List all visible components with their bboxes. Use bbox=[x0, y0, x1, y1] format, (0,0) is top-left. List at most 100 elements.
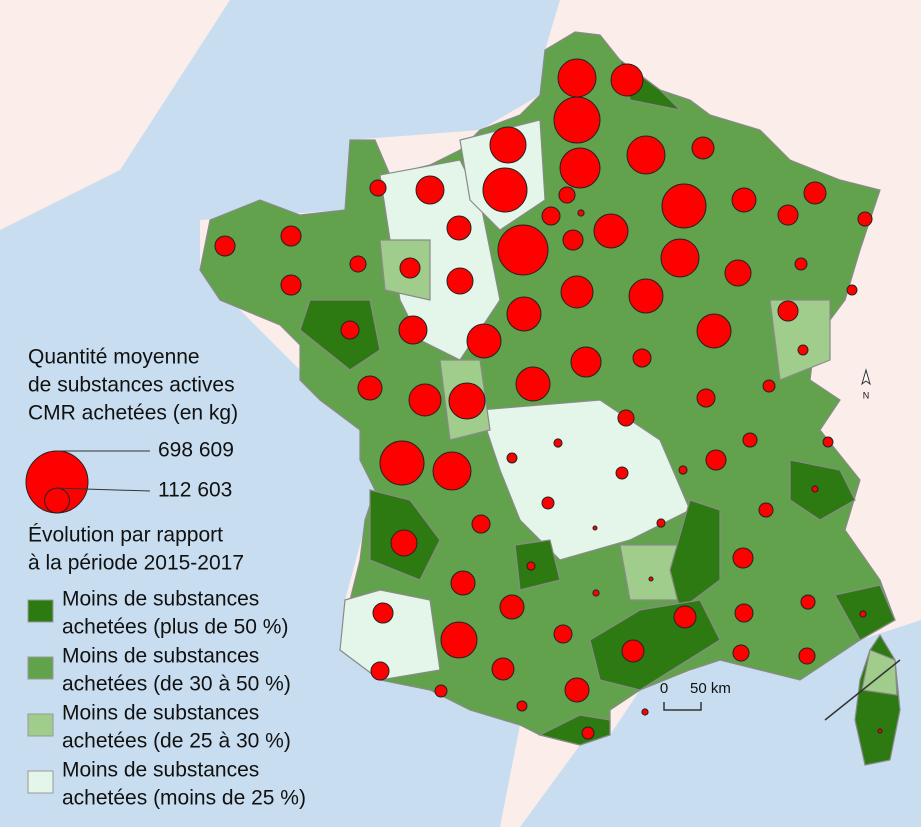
legend-color-title: à la période 2015-2017 bbox=[28, 552, 244, 575]
quantity-circle bbox=[559, 147, 601, 189]
legend-size-title: de substances actives bbox=[28, 374, 235, 397]
quantity-circle bbox=[673, 605, 697, 629]
quantity-circle bbox=[446, 267, 474, 295]
quantity-circle bbox=[758, 502, 774, 518]
quantity-circle bbox=[390, 529, 418, 557]
region-dark bbox=[669, 499, 721, 612]
legend-class-label: Moins de substances bbox=[62, 702, 259, 725]
quantity-circle bbox=[593, 213, 629, 249]
quantity-circle bbox=[372, 602, 394, 624]
quantity-circle bbox=[370, 661, 390, 681]
quantity-circle bbox=[803, 181, 827, 205]
quantity-circle bbox=[762, 379, 776, 393]
quantity-circle bbox=[660, 238, 700, 278]
quantity-circle bbox=[448, 382, 486, 420]
quantity-circle bbox=[877, 728, 883, 734]
quantity-circle bbox=[822, 436, 834, 448]
quantity-circle bbox=[357, 375, 383, 401]
quantity-circle bbox=[558, 186, 576, 204]
quantity-circle bbox=[471, 514, 491, 534]
quantity-circle bbox=[560, 275, 594, 309]
quantity-circle bbox=[705, 449, 727, 471]
atlantic-sea bbox=[0, 0, 560, 827]
legend-size-label: 698 609 bbox=[158, 439, 234, 462]
quantity-circle bbox=[661, 183, 707, 229]
legend-leader bbox=[56, 487, 151, 492]
legend-class-label: achetées (de 25 à 30 %) bbox=[62, 730, 291, 753]
quantity-circle bbox=[581, 726, 595, 740]
region-dark bbox=[789, 459, 856, 521]
quantity-circle bbox=[450, 570, 476, 596]
quantity-circle bbox=[610, 63, 644, 97]
quantity-circle bbox=[398, 315, 428, 345]
legend-size-title: CMR achetées (en kg) bbox=[28, 402, 238, 425]
legend-size-circle bbox=[44, 487, 70, 514]
region-very-light bbox=[339, 589, 441, 681]
compass-arrow bbox=[861, 368, 871, 386]
quantity-circle bbox=[628, 278, 664, 314]
quantity-circle bbox=[794, 257, 808, 271]
quantity-circle bbox=[408, 383, 442, 417]
quantity-circle bbox=[732, 644, 750, 662]
quantity-circle bbox=[641, 708, 649, 716]
region-dark bbox=[299, 299, 381, 371]
quantity-circle bbox=[648, 576, 654, 582]
quantity-circle bbox=[724, 259, 752, 287]
quantity-circle bbox=[742, 432, 758, 448]
legend-class-label: Moins de substances bbox=[62, 588, 259, 611]
quantity-circle bbox=[526, 561, 536, 571]
quantity-circle bbox=[732, 547, 754, 569]
quantity-circle bbox=[482, 167, 528, 213]
legend-color-title: Évolution par rapport bbox=[28, 524, 223, 547]
quantity-circle bbox=[541, 206, 561, 226]
quantity-circle bbox=[797, 344, 809, 356]
quantity-circle bbox=[777, 204, 799, 226]
quantity-circle bbox=[499, 594, 525, 620]
quantity-circle bbox=[553, 624, 573, 644]
quantity-circle bbox=[696, 388, 716, 408]
quantity-circle bbox=[696, 313, 732, 349]
quantity-circle bbox=[617, 409, 635, 427]
quantity-circle bbox=[432, 451, 472, 491]
legend-class-label: Moins de substances bbox=[62, 645, 259, 668]
mediterranean-sea bbox=[520, 620, 921, 827]
quantity-circle bbox=[506, 452, 518, 464]
quantity-circle bbox=[557, 58, 597, 98]
legend-swatch bbox=[27, 770, 54, 794]
scale-label: 0 bbox=[660, 680, 668, 697]
quantity-circle bbox=[798, 647, 816, 665]
quantity-circle bbox=[859, 610, 867, 618]
quantity-circle bbox=[632, 348, 652, 368]
quantity-circle bbox=[516, 700, 528, 712]
quantity-circle bbox=[615, 466, 629, 480]
quantity-circle bbox=[340, 320, 360, 340]
legend-class-label: achetées (plus de 50 %) bbox=[62, 616, 288, 639]
quantity-circle bbox=[553, 96, 601, 144]
quantity-circle bbox=[506, 296, 542, 332]
quantity-circle bbox=[446, 215, 472, 241]
quantity-circle bbox=[497, 224, 549, 276]
inset-separator bbox=[824, 659, 901, 721]
legend-swatch bbox=[27, 656, 54, 680]
quantity-circle bbox=[541, 496, 555, 510]
quantity-circle bbox=[857, 211, 873, 227]
quantity-circle bbox=[515, 366, 551, 402]
legend-class-label: achetées (de 30 à 50 %) bbox=[62, 673, 291, 696]
region-dark bbox=[514, 539, 561, 591]
scale-label: 50 km bbox=[690, 680, 731, 697]
quantity-circle bbox=[570, 346, 602, 378]
quantity-circle bbox=[811, 485, 819, 493]
quantity-circle bbox=[846, 284, 858, 296]
quantity-circle bbox=[734, 603, 754, 623]
scale-bar bbox=[663, 702, 702, 711]
compass-label: N bbox=[863, 390, 870, 400]
quantity-circle bbox=[415, 175, 445, 205]
legend-swatch bbox=[27, 599, 54, 623]
legend-swatch bbox=[27, 713, 54, 737]
quantity-circle bbox=[592, 589, 600, 597]
quantity-circle bbox=[440, 621, 478, 659]
quantity-circle bbox=[656, 518, 666, 528]
quantity-circle bbox=[489, 126, 527, 164]
quantity-circle bbox=[621, 639, 645, 663]
